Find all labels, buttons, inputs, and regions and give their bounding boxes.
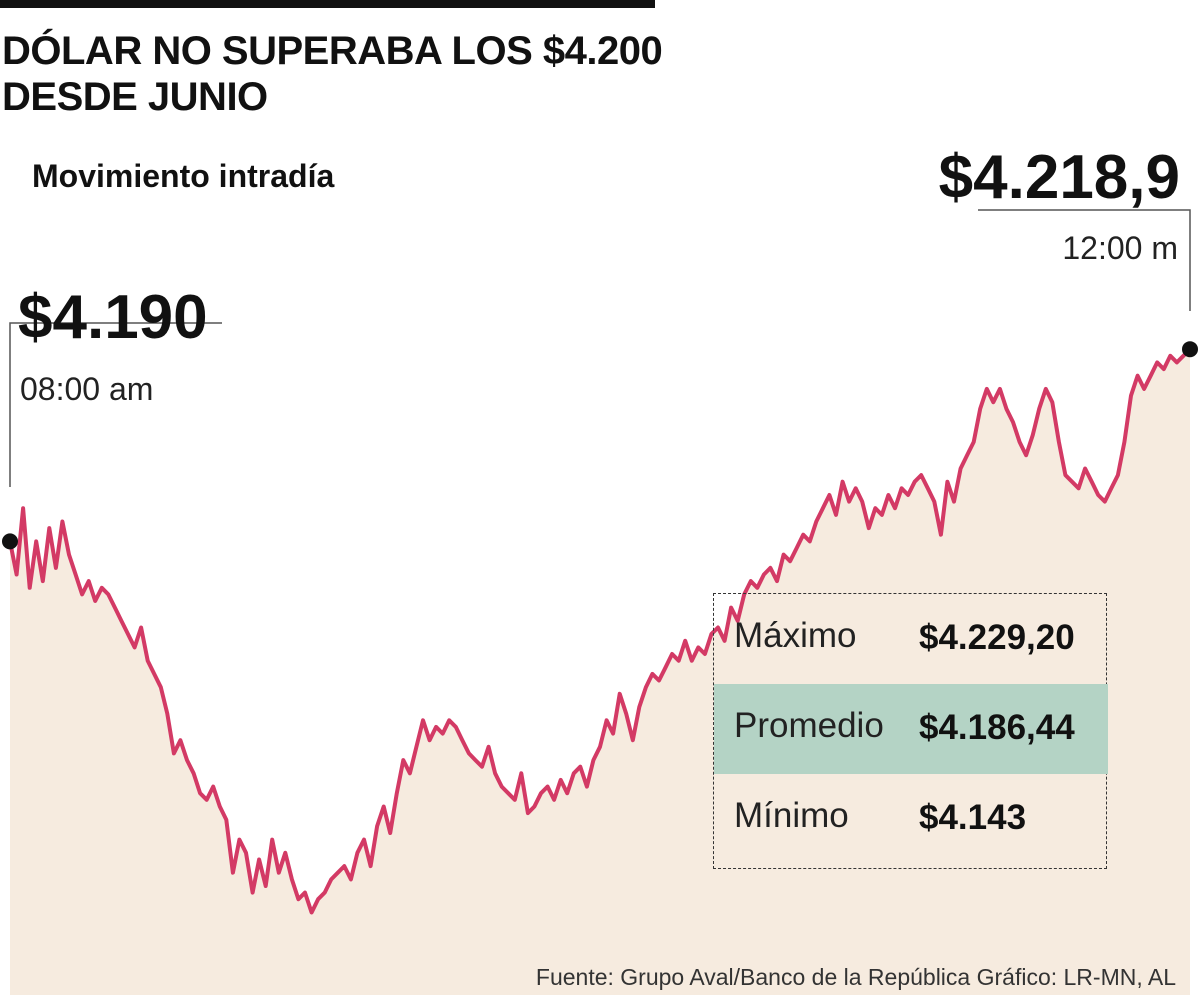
min-label: Mínimo <box>734 796 849 835</box>
start-leader <box>9 322 222 487</box>
max-value: $4.229,20 <box>919 618 1075 657</box>
end-value: $4.218,9 <box>939 143 1180 212</box>
end-leader <box>978 209 1191 311</box>
stat-row-max: Máximo $4.229,20 <box>714 594 1108 684</box>
title-line-1: DÓLAR NO SUPERABA LOS $4.200 <box>2 29 663 73</box>
min-value: $4.143 <box>919 798 1027 837</box>
end-time: 12:00 m <box>1062 230 1178 266</box>
series-line <box>8 347 1192 915</box>
stats-box: Máximo $4.229,20 Promedio $4.186,44 Míni… <box>713 593 1108 869</box>
area-fill <box>10 349 1190 995</box>
chart-subtitle: Movimiento intradía <box>32 158 335 194</box>
stat-row-min: Mínimo $4.143 <box>714 774 1108 864</box>
stat-row-average: Promedio $4.186,44 <box>714 684 1108 774</box>
start-value: $4.190 <box>18 283 208 352</box>
source-credit: Fuente: Grupo Aval/Banco de la República… <box>535 964 1176 990</box>
top-rule <box>0 0 655 8</box>
chart-title: DÓLAR NO SUPERABA LOS $4.200 DESDE JUNIO <box>2 28 702 120</box>
max-label: Máximo <box>734 616 857 655</box>
average-label: Promedio <box>734 706 884 745</box>
title-line-2: DESDE JUNIO <box>2 75 268 119</box>
start-time: 08:00 am <box>20 371 153 407</box>
end-point <box>1182 341 1198 358</box>
average-value: $4.186,44 <box>919 708 1075 747</box>
start-point <box>2 533 18 550</box>
